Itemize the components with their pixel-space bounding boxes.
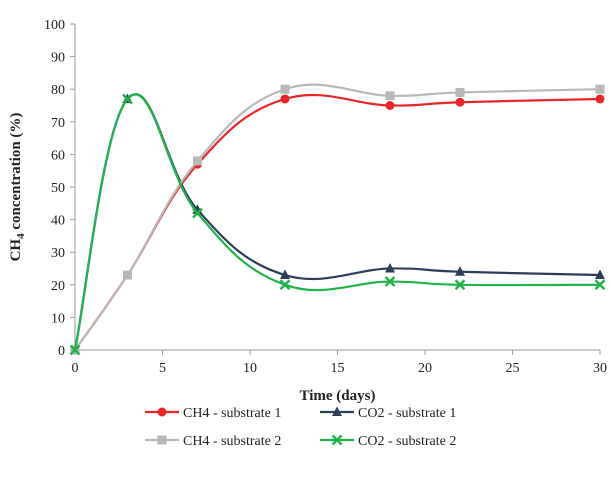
axes: 0 10 20 30 40 50 60 70 80 90 100 0 5 10 15 20 25 30 — [44, 18, 607, 376]
data-point — [122, 93, 133, 105]
series-line — [74, 83, 601, 351]
x-tick-label: 0 — [72, 361, 79, 376]
data-point — [279, 279, 291, 291]
x-tick-label: 15 — [331, 361, 345, 376]
x-tick-label: 20 — [418, 361, 432, 376]
y-tick-label: 70 — [51, 116, 65, 131]
data-point-stroke — [69, 344, 81, 356]
legend-label: CH4 - substrate 1 — [183, 406, 281, 421]
legend-item: CH4 - substrate 2 — [145, 434, 281, 449]
series-1 — [70, 93, 605, 354]
series-line — [74, 93, 601, 351]
data-point — [280, 84, 290, 94]
y-tick-label: 0 — [58, 344, 65, 359]
legend-marker — [332, 406, 342, 416]
data-point-stroke — [279, 279, 291, 291]
x-tick-label: 5 — [159, 361, 166, 376]
data-point — [454, 279, 466, 291]
data-point-stroke — [122, 93, 133, 105]
y-tick-label: 80 — [51, 83, 65, 98]
y-tick-label: 20 — [51, 279, 65, 294]
y-tick-label: 10 — [51, 311, 65, 326]
data-point — [455, 97, 465, 107]
y-axis-title-rest: concentration (%) — [8, 113, 24, 234]
data-point — [193, 156, 202, 166]
data-point — [384, 276, 396, 287]
data-point-stroke — [192, 207, 203, 219]
data-point — [455, 266, 465, 276]
data-point-stroke — [594, 279, 606, 291]
data-point — [385, 101, 395, 110]
legend-marker — [157, 407, 167, 417]
y-tick-label: 100 — [44, 18, 65, 33]
data-point — [455, 87, 465, 97]
x-tick-label: 30 — [593, 361, 607, 376]
legend-item: CO2 - substrate 2 — [320, 434, 456, 449]
data-point — [192, 207, 203, 219]
legend-label: CH4 - substrate 2 — [183, 434, 281, 449]
legend-marker-stroke — [331, 434, 343, 446]
y-tick-label: 40 — [51, 214, 65, 229]
data-point-stroke — [454, 279, 466, 291]
legend-label: CO2 - substrate 2 — [358, 434, 456, 449]
y-tick-label: 90 — [51, 51, 65, 66]
x-tick-label: 10 — [243, 361, 257, 376]
y-tick-label: 30 — [51, 246, 65, 261]
x-axis-title: Time (days) — [300, 388, 376, 404]
legend-marker — [157, 435, 167, 445]
data-point — [385, 91, 395, 101]
data-point — [385, 263, 395, 273]
series-0 — [70, 93, 605, 355]
data-point — [595, 84, 605, 94]
legend-marker — [331, 434, 343, 446]
series-line — [73, 93, 601, 351]
y-axis-title: CH4 concentration (%) — [8, 113, 27, 262]
y-axis-title-main: CH — [8, 239, 24, 262]
data-point — [69, 344, 81, 356]
data-point — [595, 94, 605, 104]
data-point — [280, 269, 290, 280]
y-tick-label: 50 — [51, 181, 65, 196]
legend-label: CO2 - substrate 1 — [358, 406, 456, 421]
series-2 — [70, 83, 605, 355]
data-point — [123, 270, 132, 280]
series-3 — [69, 93, 606, 356]
data-point — [595, 269, 605, 280]
series-layer — [69, 83, 606, 356]
legend-item: CH4 - substrate 1 — [145, 406, 281, 421]
y-axis-title-subscript: 4 — [15, 233, 27, 239]
legend-item: CO2 - substrate 1 — [320, 406, 456, 421]
data-point-stroke — [384, 276, 396, 287]
x-tick-label: 25 — [506, 361, 520, 376]
data-point — [594, 279, 606, 291]
y-tick-label: 60 — [51, 148, 65, 163]
data-point — [280, 94, 290, 104]
legend: CH4 - substrate 1 CO2 - substrate 1 CH4 - … — [145, 406, 456, 449]
series-line — [73, 93, 601, 351]
